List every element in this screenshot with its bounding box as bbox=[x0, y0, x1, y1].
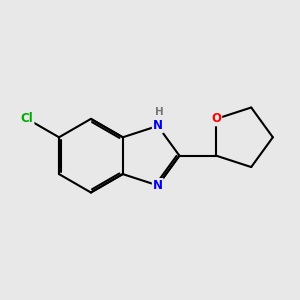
Text: N: N bbox=[153, 179, 163, 192]
Text: O: O bbox=[211, 112, 221, 125]
Text: N: N bbox=[153, 119, 163, 132]
Text: H: H bbox=[155, 107, 164, 117]
Text: Cl: Cl bbox=[21, 112, 34, 125]
